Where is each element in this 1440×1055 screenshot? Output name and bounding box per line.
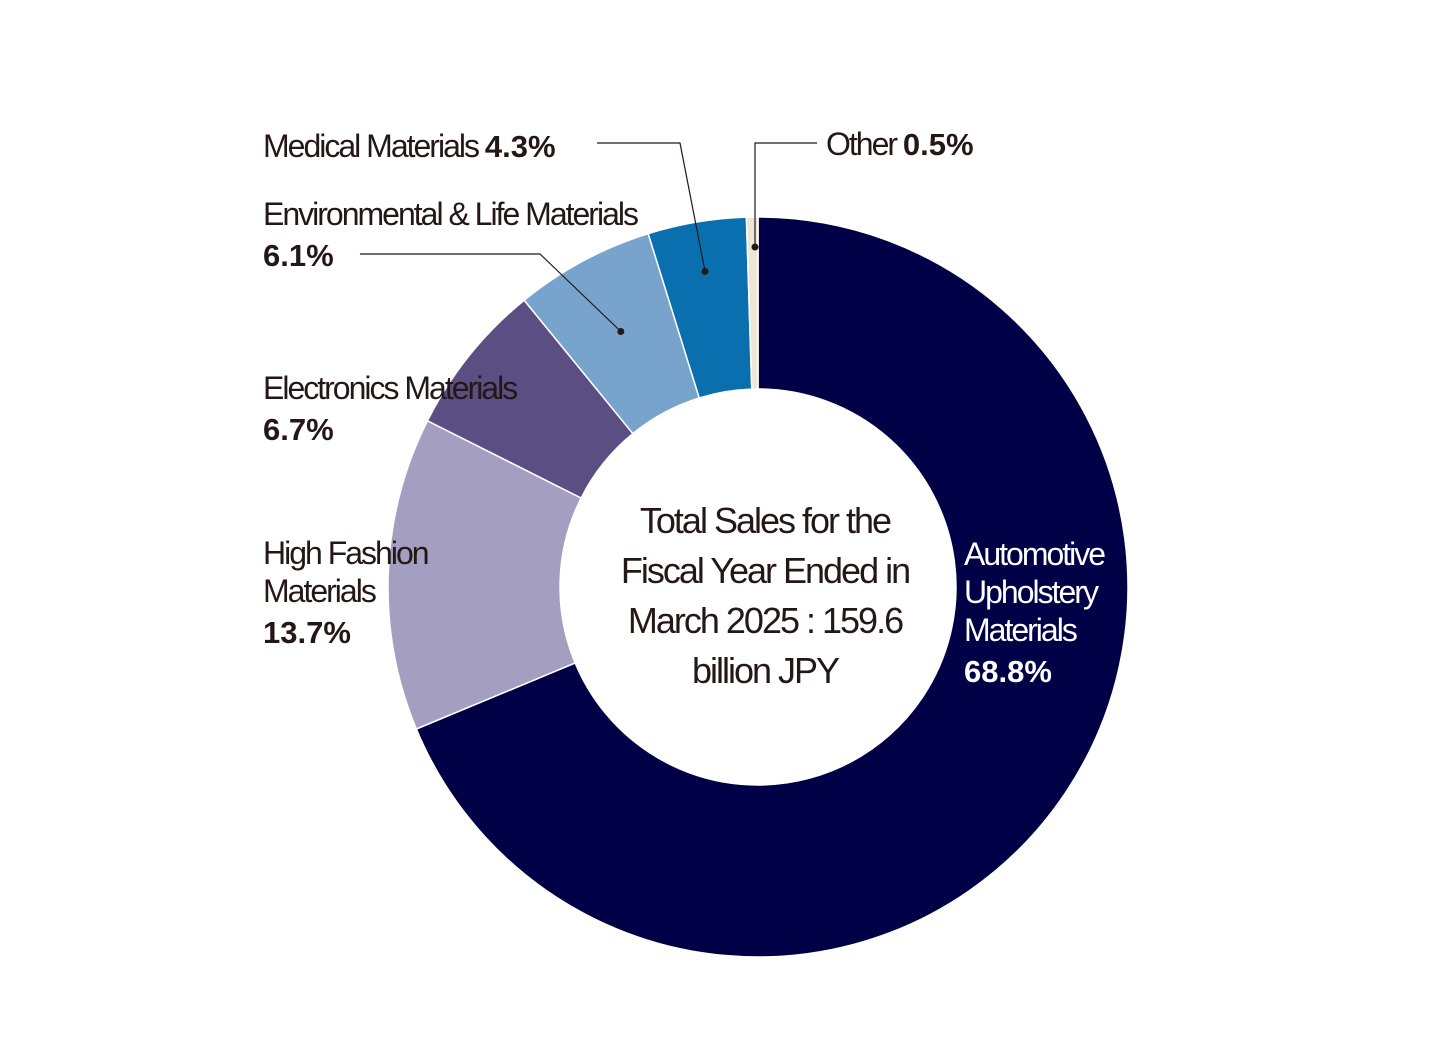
slice-label-name: High Fashion [263,535,430,571]
slice-label-value: 13.7% [263,615,351,650]
slice-automotive [415,216,1129,958]
slice-other [745,216,759,390]
slice-label-value: 0.5% [902,127,974,162]
slice-label-name: Other [826,126,898,162]
slice-label-value: 4.3% [484,129,556,164]
slice-label-electronics: Electronics Materials 6.7% [263,369,518,449]
slice-label-automotive: Automotive Upholstery Materials 68.8% [964,535,1106,691]
slice-label-value: 6.1% [263,238,334,273]
slice-high-fashion [387,419,583,730]
leader-line-medical-dot [701,267,709,275]
slice-label-value: 68.8% [964,654,1052,689]
slice-label-environmental: Environmental & Life Materials 6.1% [263,195,639,275]
leader-lines [360,142,817,335]
center-text-line: Total Sales for the [639,500,892,541]
leader-line-medical [597,142,706,272]
leader-line-environmental-dot [617,327,625,335]
slice-label-name: Medical Materials [263,128,480,164]
center-text-line: March 2025 : 159.6 [627,600,904,641]
slice-label-name: Electronics Materials [263,370,518,406]
slice-label-name: Materials [964,612,1078,648]
chart-center-text: Total Sales for the Fiscal Year Ended in… [560,496,970,696]
slice-label-name: Environmental & Life Materials [263,196,639,232]
center-text-line: Fiscal Year Ended in [620,550,911,591]
slice-label-name: Upholstery [964,574,1099,610]
slice-label-high-fashion: High Fashion Materials 13.7% [263,534,430,652]
slice-label-name: Materials [263,573,377,609]
center-text-line: billion JPY [691,650,840,691]
slice-label-medical: Medical Materials 4.3% [263,127,556,166]
leader-line-other [754,142,817,248]
leader-line-other-dot [751,243,759,251]
leader-line-environmental [360,253,622,332]
slice-label-value: 6.7% [263,412,334,447]
slice-label-other: Other 0.5% [826,125,974,164]
slice-label-name: Automotive [964,536,1106,572]
chart-slices [387,216,1129,958]
